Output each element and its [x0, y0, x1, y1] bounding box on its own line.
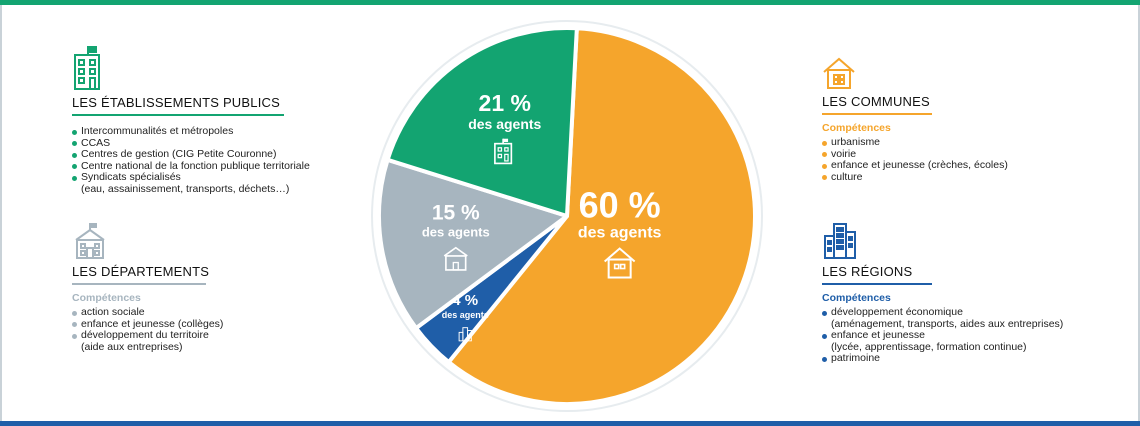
list-item: patrimoine	[822, 352, 932, 365]
slice-label-1: 4 %des agents	[442, 292, 489, 342]
regions-title: LES RÉGIONS	[822, 264, 913, 279]
list-item: action sociale	[72, 306, 206, 319]
communes-subtitle: Compétences	[822, 122, 891, 134]
departements-list: action sociale enfance et jeunesse (coll…	[72, 306, 223, 353]
top-accent-bar	[0, 0, 1140, 5]
departement-building-icon	[443, 246, 468, 271]
etablissements-title: LES ÉTABLISSEMENTS PUBLICS	[72, 95, 280, 110]
list-item: urbanisme	[822, 136, 932, 149]
pie-slices	[377, 26, 757, 406]
slice-label-3: 21 %des agents	[468, 90, 542, 165]
etablissements-rule	[72, 114, 284, 116]
etablissements-block: LES ÉTABLISSEMENTS PUBLICS Intercommunal…	[72, 45, 310, 195]
regions-subtitle: Compétences	[822, 292, 891, 304]
list-item: enfance et jeunesse (crèches, écoles)	[822, 159, 1008, 172]
slice-value-label: 21 %	[479, 90, 531, 116]
slice-label-0: 60 %des agents	[578, 185, 662, 279]
right-edge-line	[1138, 5, 1140, 421]
pie-slice-0	[446, 26, 757, 406]
departements-title: LES DÉPARTEMENTS	[72, 264, 210, 279]
departements-block: LES DÉPARTEMENTS Compétences action soci…	[72, 222, 223, 353]
list-item-continuation: (aide aux entreprises)	[81, 340, 183, 353]
pie-outer-ring	[371, 20, 763, 412]
list-item: Syndicats spécialisés	[72, 171, 284, 184]
tower-building-icon	[824, 223, 856, 259]
slice-sub-label: des agents	[578, 225, 662, 242]
list-item-continuation: (eau, assainissement, transports, déchet…	[81, 182, 290, 195]
departement-building-icon	[75, 223, 105, 259]
etablissements-list: Intercommunalités et métropoles CCAS Cen…	[72, 125, 310, 195]
list-item: Centre national de la fonction publique …	[72, 160, 310, 173]
list-item-continuation: (aménagement, transports, aides aux entr…	[831, 317, 1064, 330]
left-edge-line	[0, 5, 2, 421]
departements-rule	[72, 283, 206, 285]
list-item: enfance et jeunesse (collèges)	[72, 318, 223, 331]
list-item: Intercommunalités et métropoles	[72, 125, 284, 138]
house-icon	[603, 247, 636, 279]
list-item: CCAS	[72, 137, 284, 150]
communes-rule	[822, 113, 932, 115]
list-item: enfance et jeunesse	[822, 329, 932, 342]
slice-value-label: 4 %	[452, 292, 478, 309]
list-item: voirie	[822, 148, 932, 161]
pie-slice-3	[385, 26, 579, 218]
list-item: développement économique	[822, 306, 963, 319]
regions-rule	[822, 283, 932, 285]
slice-value-label: 15 %	[432, 201, 480, 224]
slice-value-label: 60 %	[579, 185, 661, 226]
tower-building-icon	[458, 327, 472, 342]
list-item: Centres de gestion (CIG Petite Couronne)	[72, 148, 284, 161]
communes-list: urbanisme voirie enfance et jeunesse (cr…	[822, 136, 1008, 184]
communes-block: LES COMMUNES Compétences urbanisme voiri…	[822, 56, 1008, 184]
office-building-icon	[494, 138, 513, 165]
list-item: développement du territoire	[72, 329, 209, 342]
departements-subtitle: Compétences	[72, 292, 141, 304]
regions-block: LES RÉGIONS Compétences développement éc…	[822, 220, 1064, 365]
slice-sub-label: des agents	[468, 116, 541, 132]
slice-label-2: 15 %des agents	[422, 201, 490, 271]
list-item: culture	[822, 171, 932, 184]
slice-sub-label: des agents	[442, 310, 489, 320]
slice-sub-label: des agents	[422, 224, 490, 239]
bottom-accent-bar	[0, 421, 1140, 426]
list-item-continuation: (lycée, apprentissage, formation continu…	[831, 340, 1027, 353]
house-icon	[823, 57, 855, 89]
communes-title: LES COMMUNES	[822, 94, 930, 109]
office-building-icon	[74, 46, 100, 90]
regions-list: développement économique (aménagement, t…	[822, 306, 1064, 365]
